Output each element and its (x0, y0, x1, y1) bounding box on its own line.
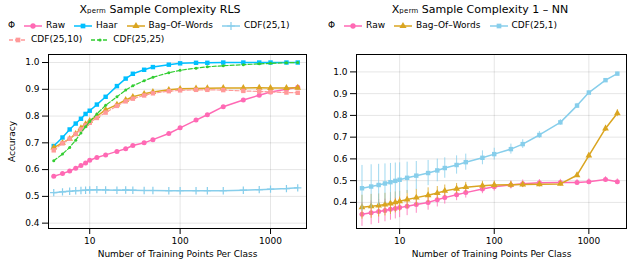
html-text:Raw: Raw (366, 20, 385, 30)
svg-text:100: 100 (486, 236, 503, 246)
svg-text:1000: 1000 (259, 236, 282, 246)
svg-text:0.9: 0.9 (333, 89, 348, 99)
svg-text:1000: 1000 (577, 236, 600, 246)
html-text:Xₚₑᵣₘ Sample Complexity RLS: Xₚₑᵣₘ Sample Complexity RLS (79, 3, 241, 16)
svg-text:10: 10 (84, 236, 96, 246)
svg-text:0.6: 0.6 (25, 164, 40, 174)
svg-text:Number of Training Points Per: Number of Training Points Per Class (98, 249, 258, 259)
svg-text:1.0: 1.0 (25, 57, 40, 67)
svg-text:0.4: 0.4 (25, 218, 40, 228)
html-text:CDF(25,1): CDF(25,1) (511, 20, 557, 30)
html-text:Bag–Of–Words: Bag–Of–Words (148, 20, 213, 30)
svg-text:0.7: 0.7 (333, 132, 347, 142)
svg-text:0.4: 0.4 (333, 197, 348, 207)
svg-text:Number of Training Points Per: Number of Training Points Per Class (412, 249, 572, 259)
svg-text:0.5: 0.5 (333, 176, 347, 186)
html-text:CDF(25,25): CDF(25,25) (113, 34, 165, 44)
svg-text:0.9: 0.9 (25, 84, 40, 94)
svg-text:100: 100 (172, 236, 189, 246)
html-text:CDF(25,1): CDF(25,1) (244, 20, 290, 30)
svg-text:0.7: 0.7 (25, 138, 39, 148)
svg-text:0.8: 0.8 (25, 111, 40, 121)
html-text:Φ: Φ (8, 20, 16, 30)
html-text:Bag–Of–Words: Bag–Of–Words (416, 20, 481, 30)
svg-text:0.6: 0.6 (333, 154, 348, 164)
svg-text:0.5: 0.5 (25, 191, 39, 201)
html-text:Raw: Raw (46, 20, 65, 30)
html-text:Φ: Φ (328, 20, 336, 30)
svg-text:10: 10 (394, 236, 406, 246)
html-text:Haar: Haar (96, 20, 118, 30)
svg-text:1.0: 1.0 (333, 67, 348, 77)
html-text:Xₚₑᵣₘ Sample Complexity 1 – NN: Xₚₑᵣₘ Sample Complexity 1 – NN (391, 3, 569, 16)
svg-text:0.8: 0.8 (333, 110, 348, 120)
svg-text:Accuracy: Accuracy (7, 120, 17, 162)
html-text:CDF(25,10): CDF(25,10) (31, 34, 83, 44)
